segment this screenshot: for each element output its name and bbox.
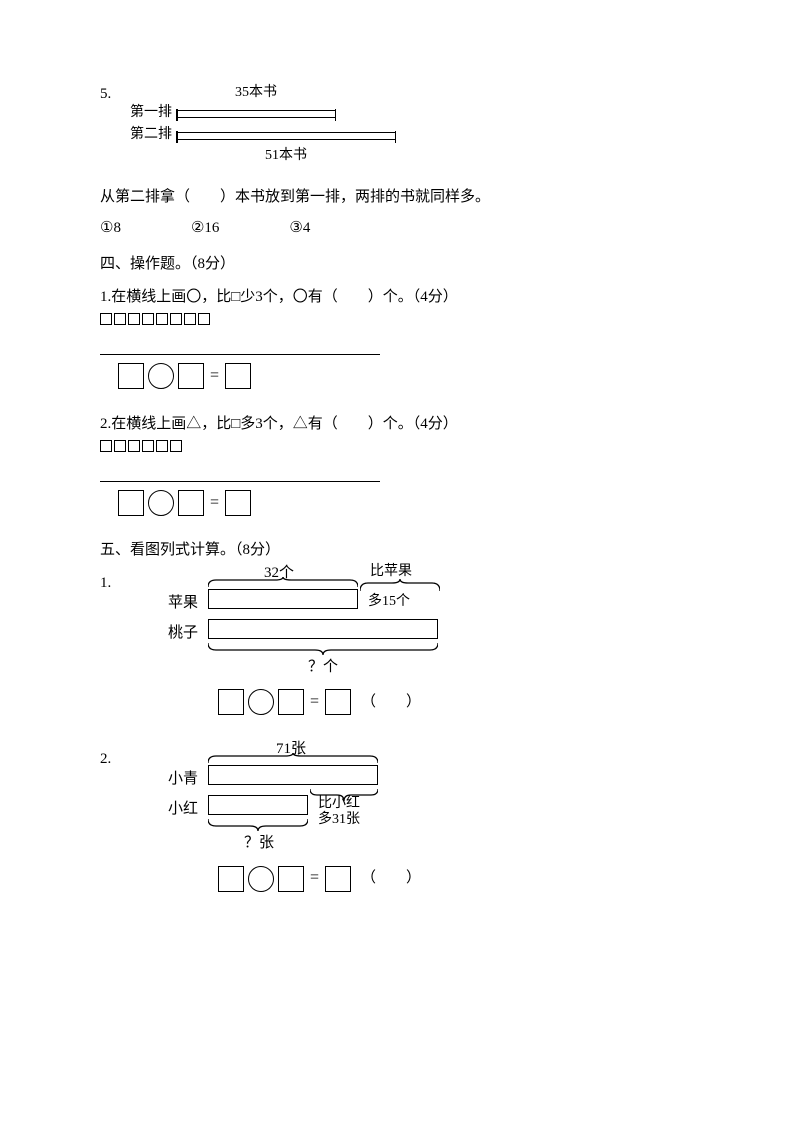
s5-q2-label1: 小青 — [168, 765, 198, 794]
s4-q2-answer-line[interactable] — [100, 460, 380, 482]
s5-q2-label2: 小红 — [168, 795, 198, 824]
s5-q1-extra1: 比苹果 — [370, 559, 412, 586]
s5-q1-diagram: 32个 苹果 比苹果 多15个 桃子 ？个 = — [168, 571, 478, 735]
q5-row2-label: 第二排 — [128, 122, 172, 149]
square-icon — [100, 313, 112, 325]
equals-sign: = — [208, 361, 221, 391]
section4-title: 四、操作题。（8分） — [100, 250, 694, 279]
q5-row2-value: 51本书 — [176, 143, 396, 170]
s5-q1-bar2 — [208, 619, 438, 639]
unit-paren[interactable]: （ ） — [361, 864, 421, 893]
eq-operator-circle[interactable] — [148, 490, 174, 516]
equals-sign: = — [308, 863, 321, 893]
q5-number: 5. — [100, 80, 118, 109]
q5-choice-3[interactable]: ③4 — [289, 214, 310, 243]
s5-q1-bar1 — [208, 589, 358, 609]
eq-box[interactable] — [118, 490, 144, 516]
s4-q1-squares — [100, 313, 694, 325]
s5-q2-top-value: 71张 — [276, 735, 306, 764]
square-icon — [128, 440, 140, 452]
q5-bar2 — [176, 132, 396, 140]
section4-q2: 2.在横线上画△，比□多3个，△有（ ）个。（4分） = — [100, 410, 694, 519]
section5-q1: 1. 32个 苹果 比苹果 多15个 桃子 ？个 — [100, 569, 694, 735]
s4-q1-answer-line[interactable] — [100, 333, 380, 355]
square-icon — [142, 313, 154, 325]
q5-bar1 — [176, 110, 336, 118]
s5-q2-bottom-q: ？张 — [244, 829, 274, 858]
square-icon — [114, 440, 126, 452]
s4-q1-equation: = — [118, 361, 694, 391]
eq-box[interactable] — [118, 363, 144, 389]
q5-question-text: 从第二排拿（ ）本书放到第一排，两排的书就同样多。 — [100, 183, 694, 212]
s4-q1-text: 1.在横线上画〇，比□少3个，〇有（ ）个。（4分） — [100, 283, 694, 312]
s5-q1-equation: = （ ） — [218, 687, 478, 717]
s5-q2-equation: = （ ） — [218, 863, 478, 893]
square-icon — [114, 313, 126, 325]
worksheet-page: 5. 35本书 第一排 第二排 51本书 从第二排拿（ ）本书放到第一排，两排的… — [0, 0, 794, 1123]
s5-q1-extra2: 多15个 — [368, 589, 410, 616]
s5-q1-top-value: 32个 — [264, 559, 294, 588]
eq-box[interactable] — [178, 363, 204, 389]
question-5: 5. 35本书 第一排 第二排 51本书 从第二排拿（ ）本书放到第一排，两排的… — [100, 80, 694, 242]
square-icon — [100, 440, 112, 452]
q5-bar-diagram: 35本书 第一排 第二排 51本书 — [128, 80, 396, 169]
q5-choice-2[interactable]: ②16 — [191, 214, 219, 243]
s5-q1-bottom-q: ？个 — [308, 653, 338, 682]
s4-q2-equation: = — [118, 488, 694, 518]
q5-choices: ①8 ②16 ③4 — [100, 214, 694, 243]
q5-choice-1[interactable]: ①8 — [100, 214, 121, 243]
s5-q2-number: 2. — [100, 745, 118, 774]
eq-operator-circle[interactable] — [148, 363, 174, 389]
eq-box[interactable] — [218, 866, 244, 892]
eq-operator-circle[interactable] — [248, 866, 274, 892]
eq-box[interactable] — [278, 866, 304, 892]
square-icon — [128, 313, 140, 325]
equals-sign: = — [208, 488, 221, 518]
square-icon — [142, 440, 154, 452]
eq-box[interactable] — [178, 490, 204, 516]
eq-box[interactable] — [278, 689, 304, 715]
unit-paren[interactable]: （ ） — [361, 688, 421, 717]
eq-box[interactable] — [225, 363, 251, 389]
square-icon — [156, 313, 168, 325]
s5-q2-bar2 — [208, 795, 308, 815]
s4-q2-squares — [100, 440, 694, 452]
s5-q2-extra2: 多31张 — [318, 807, 360, 834]
s5-q1-label1: 苹果 — [168, 589, 198, 618]
q5-row1-value: 35本书 — [176, 80, 336, 107]
square-icon — [170, 440, 182, 452]
eq-operator-circle[interactable] — [248, 689, 274, 715]
eq-box[interactable] — [325, 866, 351, 892]
equals-sign: = — [308, 687, 321, 717]
s5-q1-number: 1. — [100, 569, 118, 598]
s4-q2-text: 2.在横线上画△，比□多3个，△有（ ）个。（4分） — [100, 410, 694, 439]
eq-box[interactable] — [225, 490, 251, 516]
square-icon — [170, 313, 182, 325]
section4-q1: 1.在横线上画〇，比□少3个，〇有（ ）个。（4分） = — [100, 283, 694, 392]
eq-box[interactable] — [218, 689, 244, 715]
section5-q2: 2. 71张 小青 小红 比小红 多31张 ？张 — [100, 745, 694, 911]
s5-q2-bar1 — [208, 765, 378, 785]
square-icon — [156, 440, 168, 452]
s5-q2-diagram: 71张 小青 小红 比小红 多31张 ？张 = — [168, 747, 478, 911]
square-icon — [198, 313, 210, 325]
eq-box[interactable] — [325, 689, 351, 715]
square-icon — [184, 313, 196, 325]
s5-q1-label2: 桃子 — [168, 619, 198, 648]
